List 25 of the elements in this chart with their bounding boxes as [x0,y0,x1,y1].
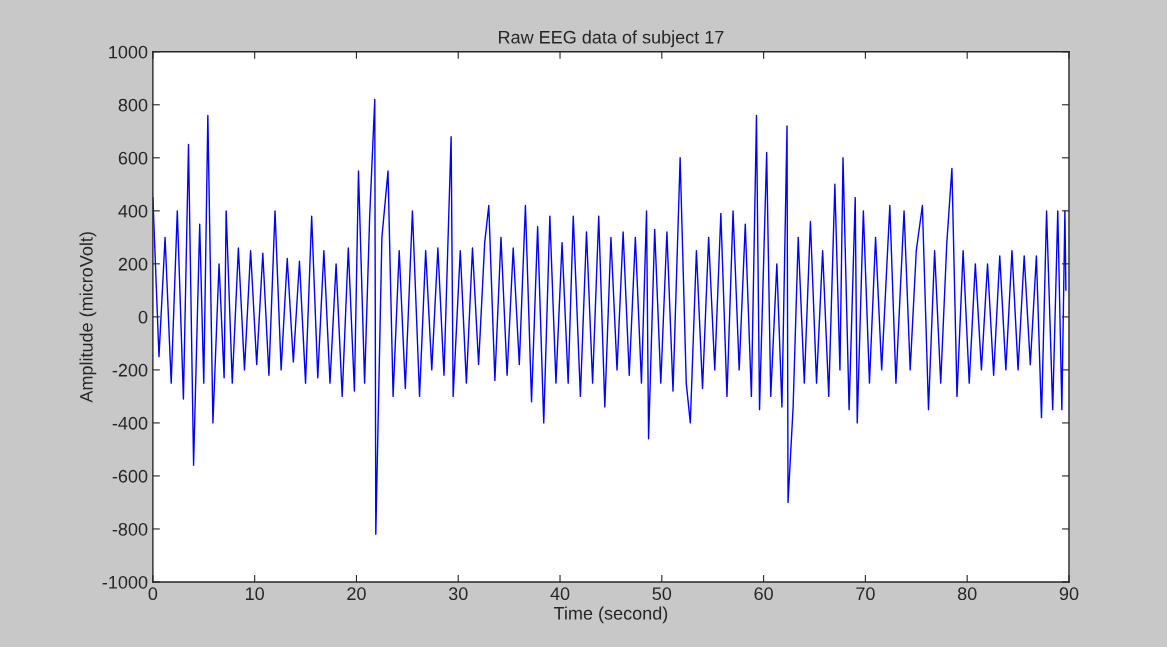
y-tick-label: -1000 [102,575,148,589]
line-series [152,98,1067,535]
x-tick-label: 80 [957,587,977,601]
y-tick-label: 0 [138,310,148,324]
y-tick-label: 800 [118,98,148,112]
y-tick-label: 200 [118,257,148,271]
x-tick-label: 40 [550,587,570,601]
x-tick-label: 20 [347,587,366,601]
x-tick-label: 50 [652,587,672,601]
x-tick-label: 90 [1059,587,1079,601]
y-tick-label: -800 [112,522,148,536]
y-axis-title: Amplitude (microVolt) [79,232,97,403]
y-tick-label: -600 [112,469,148,483]
x-axis-title: Time (second) [553,606,668,624]
y-tick-label: -400 [112,416,148,430]
x-tick-label: 30 [448,587,468,601]
y-tick-label: 400 [118,204,148,218]
y-tick-label: 1000 [109,45,148,59]
y-tick-label: 600 [118,151,148,165]
chart-title: Raw EEG data of subject 17 [499,30,724,48]
y-tick-label: -200 [112,363,148,377]
x-tick-label: 0 [148,587,158,601]
x-tick-label: 10 [246,587,264,601]
x-tick-label: 70 [856,587,875,601]
x-tick-label: 60 [754,587,773,601]
